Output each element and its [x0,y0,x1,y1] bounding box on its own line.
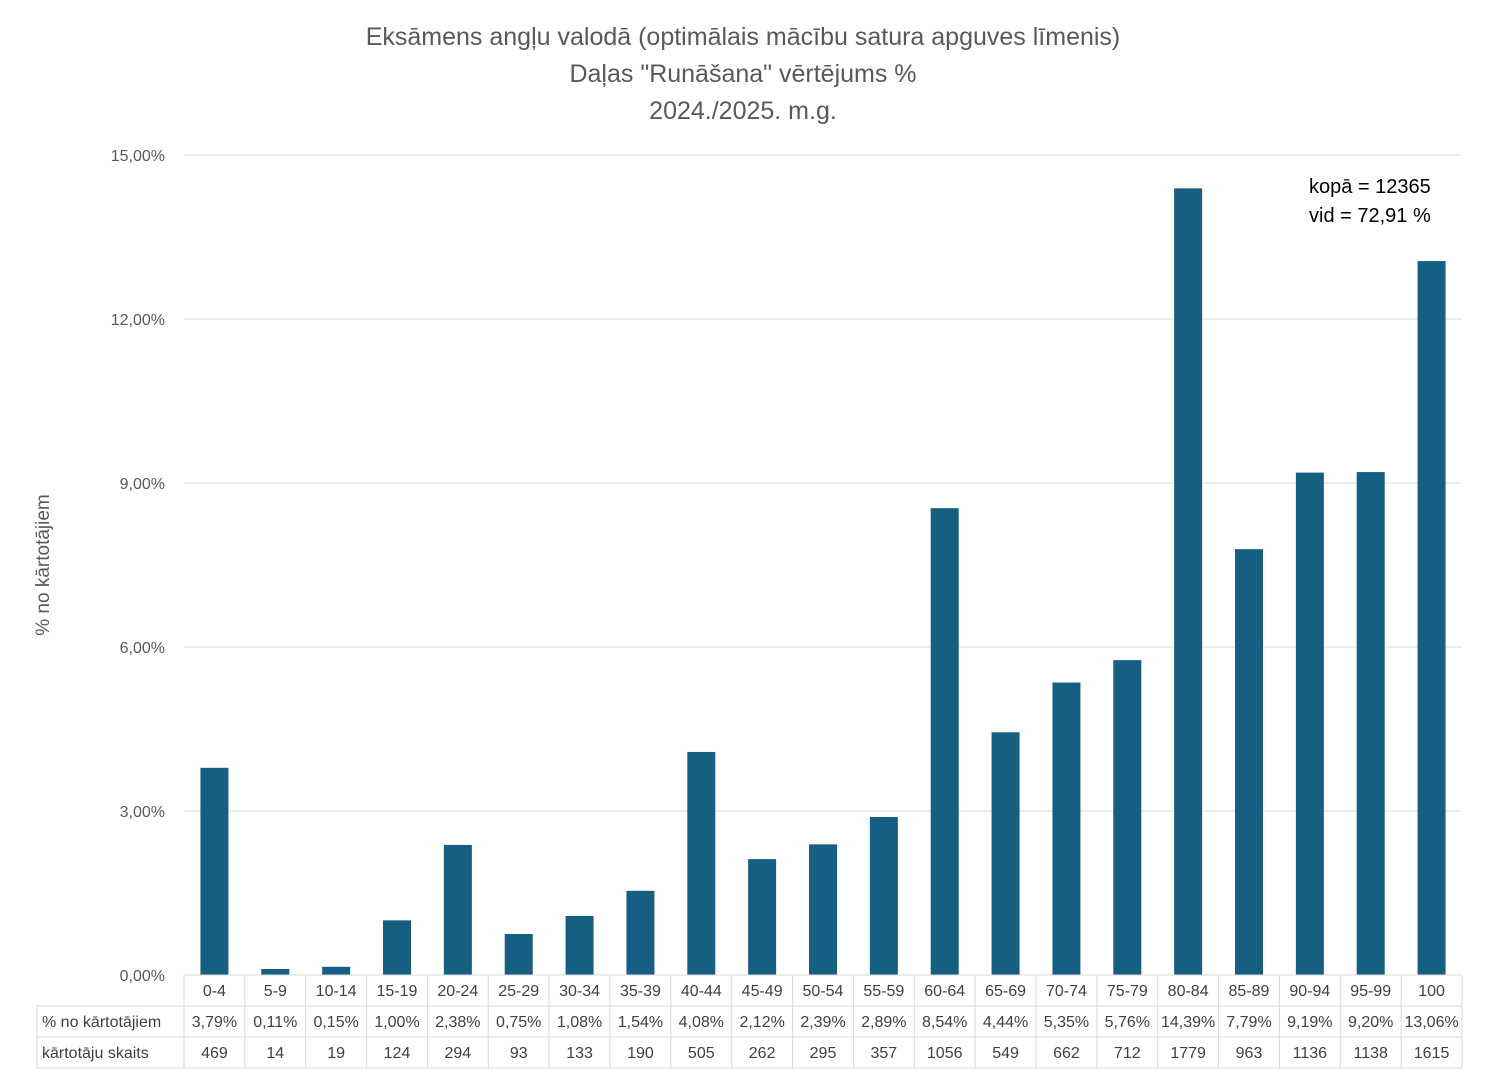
annotation-average: vid = 72,91 % [1309,205,1431,227]
table-cell-percent: 2,38% [435,1014,480,1031]
table-cell-count: 1779 [1170,1045,1206,1062]
x-tick-label: 70-74 [1046,983,1087,1000]
table-cell-percent: 2,39% [800,1014,845,1031]
bar-55-59 [869,817,898,975]
table-cell-percent: 4,08% [679,1014,724,1031]
bar-70-74 [1052,682,1081,975]
table-cell-percent: 1,08% [557,1014,602,1031]
x-tick-label: 50-54 [803,983,844,1000]
table-cell-count: 1615 [1414,1045,1450,1062]
table-cell-percent: 2,89% [861,1014,906,1031]
table-cell-count: 662 [1053,1045,1080,1062]
table-cell-count: 14 [266,1045,284,1062]
x-tick-label: 80-84 [1168,983,1209,1000]
table-cell-count: 190 [627,1045,654,1062]
table-cell-percent: 1,00% [374,1014,419,1031]
bar-25-29 [504,934,533,975]
table-cell-percent: 9,20% [1348,1014,1393,1031]
bar-90-94 [1295,472,1324,975]
table-cell-percent: 4,44% [983,1014,1028,1031]
table-cell-percent: 13,06% [1404,1014,1458,1031]
chart-title-line: 2024./2025. m.g. [649,97,837,125]
bar-35-39 [626,890,655,975]
bar-50-54 [809,844,837,975]
table-cell-percent: 5,35% [1044,1014,1089,1031]
x-tick-label: 75-79 [1107,983,1148,1000]
table-cell-count: 1138 [1354,1045,1389,1062]
bar-40-44 [687,751,716,975]
table-cell-count: 295 [810,1045,837,1062]
x-tick-label: 20-24 [437,983,478,1000]
x-tick-label: 25-29 [498,983,539,1000]
y-tick-label: 3,00% [120,804,165,821]
y-axis-label: % no kārtotājiem [33,494,54,636]
bar-80-84 [1174,188,1203,975]
x-tick-label: 55-59 [863,983,904,1000]
table-cell-count: 712 [1114,1045,1141,1062]
bar-15-19 [383,920,411,975]
y-tick-label: 6,00% [120,640,165,657]
table-cell-count: 124 [384,1045,411,1062]
table-cell-percent: 1,54% [618,1014,663,1031]
table-cell-percent: 0,15% [313,1014,358,1031]
x-tick-label: 65-69 [985,983,1026,1000]
table-cell-count: 505 [688,1045,715,1062]
table-cell-count: 294 [445,1045,472,1062]
x-tick-label: 15-19 [377,983,418,1000]
bar-0-4 [200,767,229,975]
table-cell-percent: 5,76% [1105,1014,1150,1031]
table-cell-count: 133 [566,1045,593,1062]
bar-60-64 [930,508,959,975]
y-tick-label: 15,00% [111,148,165,165]
y-tick-label: 9,00% [120,476,165,493]
bar-65-69 [991,732,1020,975]
table-cell-count: 19 [327,1045,345,1062]
bar-100 [1417,261,1446,975]
table-cell-percent: 0,11% [253,1014,297,1031]
x-tick-label: 90-94 [1289,983,1330,1000]
bar-45-49 [748,859,777,975]
table-cell-count: 262 [749,1045,776,1062]
bar-5-9 [261,968,290,975]
bar-75-79 [1113,660,1142,975]
chart-title-line: Eksāmens angļu valodā (optimālais mācību… [366,23,1121,51]
bar-95-99 [1356,472,1385,975]
table-cell-count: 549 [992,1045,1019,1062]
table-cell-percent: 14,39% [1161,1014,1215,1031]
table-cell-count: 93 [510,1045,528,1062]
chart-title-line: Daļas "Runāšana" vērtējums % [569,60,916,88]
x-tick-label: 95-99 [1350,983,1391,1000]
x-tick-label: 40-44 [681,983,722,1000]
bar-30-34 [565,915,594,975]
table-cell-percent: 0,75% [496,1014,541,1031]
x-tick-label: 100 [1418,983,1445,1000]
x-tick-label: 45-49 [742,983,783,1000]
table-cell-count: 469 [201,1045,228,1062]
x-tick-label: 60-64 [924,983,965,1000]
bar-85-89 [1235,549,1263,975]
y-tick-label: 12,00% [111,312,165,329]
table-row-header: kārtotāju skaits [42,1045,149,1062]
x-tick-label: 30-34 [559,983,600,1000]
bar-20-24 [443,844,472,975]
bar-10-14 [322,966,351,975]
table-cell-percent: 3,79% [192,1014,237,1031]
table-cell-count: 357 [871,1045,898,1062]
table-cell-percent: 2,12% [739,1014,784,1031]
table-row-header: % no kārtotājiem [42,1014,161,1031]
x-tick-label: 0-4 [203,983,226,1000]
table-cell-percent: 9,19% [1287,1014,1332,1031]
table-cell-count: 1056 [927,1045,963,1062]
x-tick-label: 10-14 [316,983,357,1000]
annotation-total: kopā = 12365 [1309,176,1431,198]
table-cell-percent: 8,54% [922,1014,967,1031]
x-tick-label: 35-39 [620,983,661,1000]
table-cell-percent: 7,79% [1226,1014,1271,1031]
x-tick-label: 85-89 [1229,983,1270,1000]
y-tick-label: 0,00% [120,968,165,985]
x-tick-label: 5-9 [264,983,287,1000]
table-cell-count: 963 [1236,1045,1263,1062]
table-cell-count: 1136 [1293,1045,1328,1062]
